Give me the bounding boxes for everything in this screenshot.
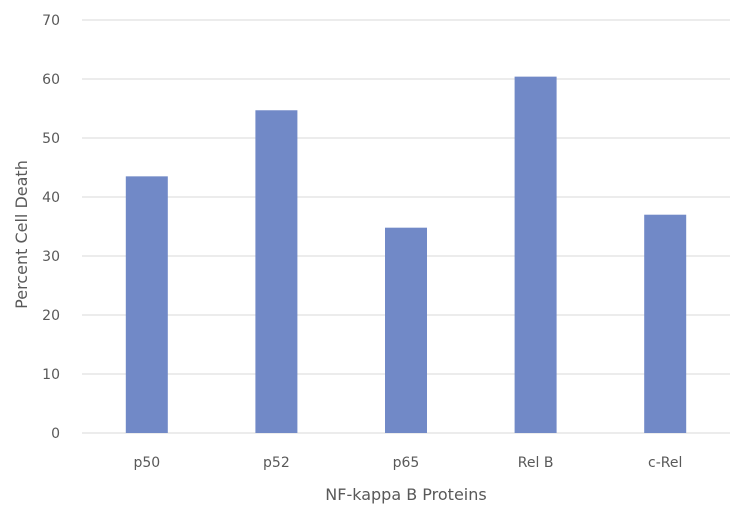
y-tick-label: 30 (42, 249, 60, 265)
y-axis-title: Percent Cell Death (12, 160, 31, 309)
x-tick-label: Rel B (518, 455, 554, 471)
x-tick-label: c-Rel (648, 455, 682, 471)
x-tick-label: p52 (263, 455, 290, 471)
bar-p50 (126, 176, 168, 433)
bar-p52 (255, 110, 297, 433)
bar-p65 (385, 228, 427, 433)
y-tick-label: 10 (42, 367, 60, 383)
y-axis-tick-labels: 0 10 20 30 40 50 60 70 (42, 13, 60, 442)
y-tick-label: 0 (51, 426, 60, 442)
y-tick-label: 20 (42, 308, 60, 324)
x-tick-label: p50 (133, 455, 160, 471)
x-tick-label: p65 (393, 455, 420, 471)
x-axis-tick-labels: p50 p52 p65 Rel B c-Rel (133, 455, 682, 471)
y-tick-label: 50 (42, 131, 60, 147)
y-tick-label: 60 (42, 72, 60, 88)
bar-c-rel (644, 215, 686, 433)
x-axis-title: NF-kappa B Proteins (325, 485, 486, 504)
bar-series (126, 77, 686, 433)
bar-rel-b (515, 77, 557, 433)
y-tick-label: 40 (42, 190, 60, 206)
y-tick-label: 70 (42, 13, 60, 29)
